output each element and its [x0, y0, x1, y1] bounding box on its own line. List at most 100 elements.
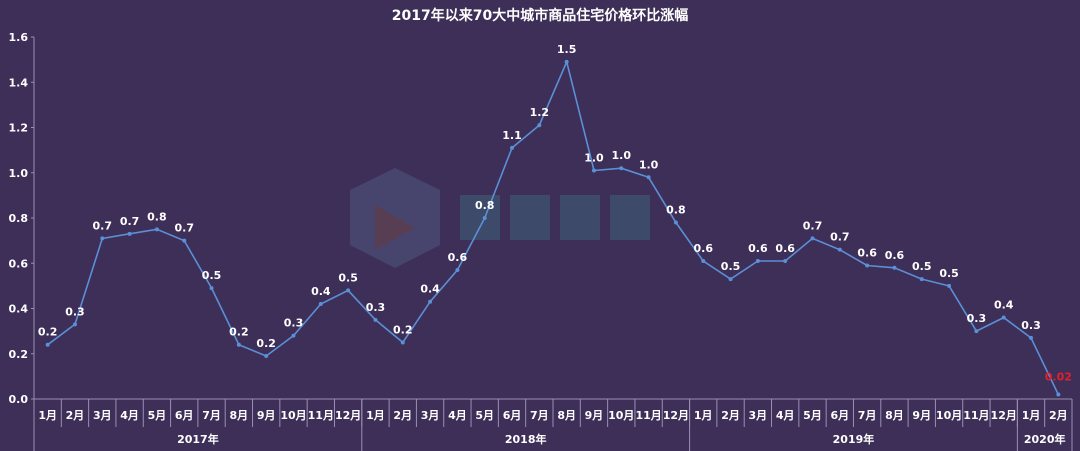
x-tick-label: 5月 [148, 409, 167, 422]
x-tick-label: 2月 [1049, 409, 1068, 422]
data-point [72, 322, 77, 327]
chart-title: 2017年以来70大中城市商品住宅价格环比涨幅 [392, 7, 688, 24]
data-point [400, 340, 405, 345]
y-tick-label: 1.6 [9, 31, 29, 44]
data-point [892, 265, 897, 270]
data-label: 0.3 [284, 317, 304, 330]
data-label: 0.4 [994, 299, 1014, 312]
x-tick-label: 8月 [557, 409, 576, 422]
x-tick-label: 3月 [421, 409, 440, 422]
y-tick-label: 1.0 [9, 167, 29, 180]
x-tick-label: 12月 [663, 409, 689, 422]
data-label: 0.4 [311, 285, 331, 298]
data-point [1056, 392, 1061, 397]
data-point [236, 342, 241, 347]
data-label: 0.7 [830, 231, 850, 244]
data-point [373, 317, 378, 322]
data-label: 0.7 [120, 215, 140, 228]
data-point [264, 354, 269, 359]
x-tick-label: 2月 [721, 409, 740, 422]
series-line-group [45, 59, 1061, 397]
x-tick-label: 7月 [530, 409, 549, 422]
data-point [783, 258, 788, 263]
data-point [1001, 315, 1006, 320]
x-tick-label: 3月 [749, 409, 768, 422]
x-tick-label: 4月 [120, 409, 139, 422]
data-point [646, 175, 651, 180]
data-point [428, 299, 433, 304]
data-point [591, 168, 596, 173]
data-label: 1.5 [557, 43, 577, 56]
data-label: 1.2 [530, 106, 550, 119]
y-tick-label: 0.0 [9, 393, 29, 406]
x-tick-label: 9月 [585, 409, 604, 422]
data-labels: 0.2 0.3 0.7 0.7 0.8 0.7 0.5 0.2 0.2 0.3 0.4 0.5 0.3 0… [38, 43, 1072, 384]
x-year-label: 2019年 [833, 432, 875, 446]
x-tick-label: 2月 [393, 409, 412, 422]
x-tick-label: 7月 [858, 409, 877, 422]
y-tick-label: 0.8 [9, 212, 29, 225]
data-label: 0.7 [803, 219, 823, 232]
data-point [537, 123, 542, 128]
x-tick-label: 12月 [991, 409, 1017, 422]
y-tick-label: 0.2 [9, 348, 29, 361]
data-point [100, 236, 105, 241]
x-tick-label: 8月 [885, 409, 904, 422]
x-year-label: 2020年 [1024, 432, 1066, 446]
data-label: 0.5 [912, 260, 932, 273]
y-tick-label: 0.6 [9, 257, 29, 270]
series-line [47, 59, 1060, 395]
data-point [755, 258, 760, 263]
x-tick-label: 11月 [963, 409, 989, 422]
x-tick-label: 1月 [1022, 409, 1041, 422]
x-tick-label: 11月 [635, 409, 661, 422]
x-axis: 1月 2月 3月 4月 5月 6月 7月 8月 9月 10月 11月 12月 1月 2月 3月 4月 5月 6月 7… [33, 398, 1073, 451]
data-label: 0.6 [693, 242, 713, 255]
data-point [291, 333, 296, 338]
data-point [346, 288, 351, 293]
data-label: 0.4 [420, 283, 440, 296]
data-point [810, 236, 815, 241]
data-point [919, 277, 924, 282]
data-point [510, 145, 515, 150]
data-point [701, 258, 706, 263]
x-tick-label: 9月 [257, 409, 276, 422]
data-label: 0.6 [448, 251, 468, 264]
x-tick-label: 11月 [308, 409, 334, 422]
data-point [947, 283, 952, 288]
data-label: 0.3 [366, 301, 386, 314]
x-year-label: 2017年 [177, 432, 219, 446]
x-tick-label: 4月 [448, 409, 467, 422]
data-label: 0.02 [1045, 370, 1072, 383]
data-point [154, 227, 159, 232]
x-tick-label: 1月 [694, 409, 713, 422]
data-label: 0.5 [939, 267, 959, 280]
data-label: 0.8 [475, 199, 495, 212]
x-tick-label: 10月 [608, 409, 634, 422]
data-label: 0.2 [393, 323, 413, 336]
data-label: 1.0 [584, 151, 604, 164]
data-label: 0.2 [256, 337, 276, 350]
data-label: 0.6 [748, 242, 768, 255]
data-label: 0.2 [229, 326, 249, 339]
x-tick-label: 1月 [38, 409, 57, 422]
x-tick-label: 10月 [280, 409, 306, 422]
x-tick-label: 6月 [175, 409, 194, 422]
data-label: 0.8 [666, 204, 686, 217]
data-label: 0.8 [147, 210, 167, 223]
data-label: 0.2 [38, 326, 58, 339]
data-point [45, 342, 50, 347]
data-label: 0.5 [721, 260, 741, 273]
data-point [673, 220, 678, 225]
data-label: 0.6 [885, 249, 905, 262]
data-point [127, 231, 132, 236]
data-label: 0.3 [1021, 319, 1041, 332]
y-axis: 0.0 0.2 0.4 0.6 0.8 1.0 1.2 1.4 1.6 [9, 31, 35, 406]
data-point [482, 216, 487, 220]
data-point [974, 329, 979, 334]
data-point [182, 238, 187, 243]
x-tick-label: 8月 [230, 409, 249, 422]
x-tick-label: 6月 [830, 409, 849, 422]
x-tick-label: 10月 [936, 409, 962, 422]
